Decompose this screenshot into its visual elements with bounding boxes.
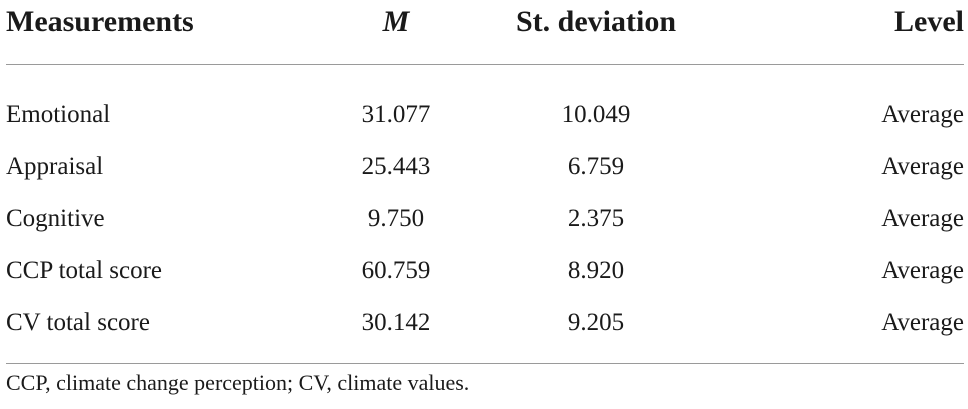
cell-measurement: Emotional	[6, 101, 111, 128]
cell-measurement: Appraisal	[6, 153, 104, 180]
cell-st-deviation: 10.049	[561, 101, 631, 128]
measurements-table-container: Measurements M St. deviation Level Emoti…	[6, 0, 964, 364]
table-footnote: CCP, climate change perception; CV, clim…	[6, 370, 470, 395]
table-row: Appraisal 25.443 6.759 Average	[6, 141, 964, 193]
cell-measurement: CCP total score	[6, 257, 163, 284]
table-row: Emotional 31.077 10.049 Average	[6, 65, 964, 142]
table-row: CV total score 30.142 9.205 Average	[6, 297, 964, 364]
cell-measurement: Cognitive	[6, 205, 105, 232]
table-header-row: Measurements M St. deviation Level	[6, 0, 964, 65]
cell-st-deviation: 9.205	[496, 297, 696, 364]
cell-st-deviation: 2.375	[567, 205, 625, 232]
cell-mean: 60.759	[361, 257, 431, 284]
header-mean: M	[296, 0, 496, 65]
cell-level: Average	[881, 205, 964, 232]
header-measurements: Measurements	[6, 0, 296, 65]
table-row: CCP total score 60.759 8.920 Average	[6, 245, 964, 297]
cell-mean: 30.142	[296, 297, 496, 364]
measurements-table: Measurements M St. deviation Level Emoti…	[6, 0, 964, 364]
cell-measurement: CV total score	[6, 297, 296, 364]
table-row: Cognitive 9.750 2.375 Average	[6, 193, 964, 245]
cell-st-deviation: 6.759	[567, 153, 625, 180]
cell-level: Average	[696, 297, 964, 364]
cell-mean: 9.750	[367, 205, 425, 232]
cell-level: Average	[881, 101, 964, 128]
cell-level: Average	[881, 153, 964, 180]
header-level: Level	[696, 0, 964, 65]
cell-mean: 25.443	[361, 153, 431, 180]
cell-level: Average	[881, 257, 964, 284]
cell-mean: 31.077	[361, 101, 431, 128]
cell-st-deviation: 8.920	[567, 257, 625, 284]
header-st-deviation: St. deviation	[496, 0, 696, 65]
